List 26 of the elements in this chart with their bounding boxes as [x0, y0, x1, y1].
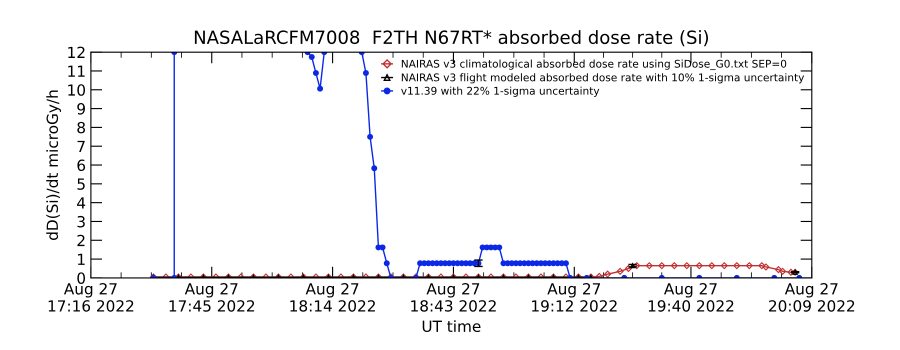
y-tick-label: 5	[78, 178, 85, 190]
y-tick-label: 0	[77, 272, 86, 284]
legend-label: v11.39 with 22% 1-sigma uncertainty	[401, 86, 600, 97]
chart-title: NASALaRCFM7008 F2TH N67RT* absorbed dose rate (Si)	[194, 30, 708, 46]
y-tick-label: 4	[77, 197, 86, 208]
y-tick-label: 3	[77, 216, 85, 228]
x-axis-title: UT time	[422, 320, 480, 332]
y-tick-label: 8	[77, 122, 85, 134]
y-tick-label: 11	[68, 66, 85, 77]
y-axis-title: dD(Si)/dt microGy/h	[46, 90, 62, 240]
x-tick-label: Aug 27 20:09 2022	[769, 283, 854, 312]
y-tick-label: 2	[77, 234, 85, 246]
legend-label: NAIRAS v3 climatological absorbed dose rate using SiDose_G0.txt SEP=0	[402, 60, 786, 70]
x-tick-label: Aug 27 19:12 2022	[532, 283, 617, 312]
x-tick-label: Aug 27 18:43 2022	[411, 283, 496, 312]
y-tick-label: 10	[68, 84, 86, 96]
x-tick-label: Aug 27 18:14 2022	[290, 283, 375, 312]
legend-label: NAIRAS v3 flight modeled absorbed dose rate with 10% 1-sigma uncertainty	[402, 73, 804, 84]
x-tick-label: Aug 27 17:45 2022	[170, 283, 254, 312]
x-tick-label: Aug 27 19:40 2022	[648, 283, 734, 312]
y-tick-label: 6	[77, 159, 86, 172]
y-tick-label: 7	[78, 140, 85, 152]
x-tick-label: Aug 27 17:16 2022	[48, 283, 134, 312]
y-tick-label: 12	[68, 46, 85, 58]
y-tick-label: 1	[78, 254, 85, 265]
y-tick-label: 9	[77, 103, 85, 115]
